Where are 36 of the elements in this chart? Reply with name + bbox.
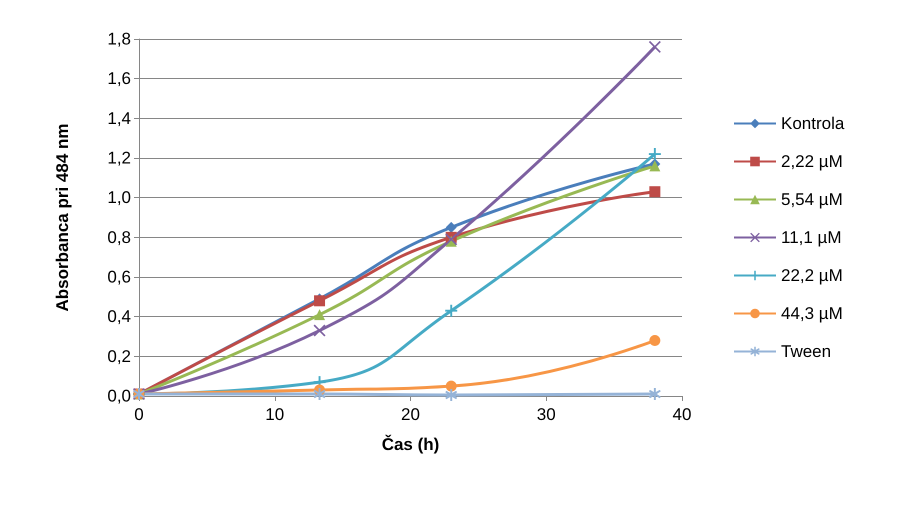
y-tick-label: 0,8 — [107, 228, 131, 247]
x-tick-label: 30 — [536, 405, 556, 424]
point — [314, 324, 326, 337]
x-tick-label: 0 — [134, 405, 144, 424]
legend-label: 22,2 µM — [781, 266, 843, 285]
point — [649, 334, 660, 346]
y-axis-title: Absorbanca pri 484 nm — [53, 123, 72, 312]
x-tick-label: 20 — [401, 405, 420, 424]
point — [446, 380, 457, 392]
legend-label: 5,54 µM — [781, 190, 843, 209]
y-tick-label: 1,8 — [107, 30, 131, 48]
x-tick-label: 40 — [672, 405, 692, 424]
y-tick-label: 1,2 — [107, 148, 131, 168]
point — [445, 233, 458, 246]
y-tick-label: 1,6 — [107, 69, 131, 88]
point — [648, 148, 661, 160]
y-tick-label: 0,6 — [107, 268, 131, 286]
legend-label: 11,1 µM — [781, 228, 842, 247]
point — [314, 309, 326, 320]
y-tick-label: 0,0 — [107, 386, 131, 406]
legend-label: 2,22 µM — [781, 152, 843, 171]
point — [648, 388, 661, 400]
y-tick-label: 0,4 — [107, 307, 131, 326]
point — [446, 222, 457, 233]
legend-label: Tween — [781, 342, 832, 361]
point — [648, 40, 661, 53]
x-axis-title: Čas (h) — [382, 434, 440, 454]
legend-label: 44,3 µM — [781, 304, 843, 323]
legend-label: Kontrola — [781, 114, 845, 133]
point — [649, 186, 660, 198]
point — [445, 389, 458, 402]
y-tick-label: 1,4 — [107, 108, 131, 128]
x-tick-label: 10 — [265, 405, 284, 424]
point — [314, 388, 326, 400]
y-tick-label: 1,0 — [107, 188, 131, 208]
y-tick-label: 0,2 — [107, 346, 131, 366]
